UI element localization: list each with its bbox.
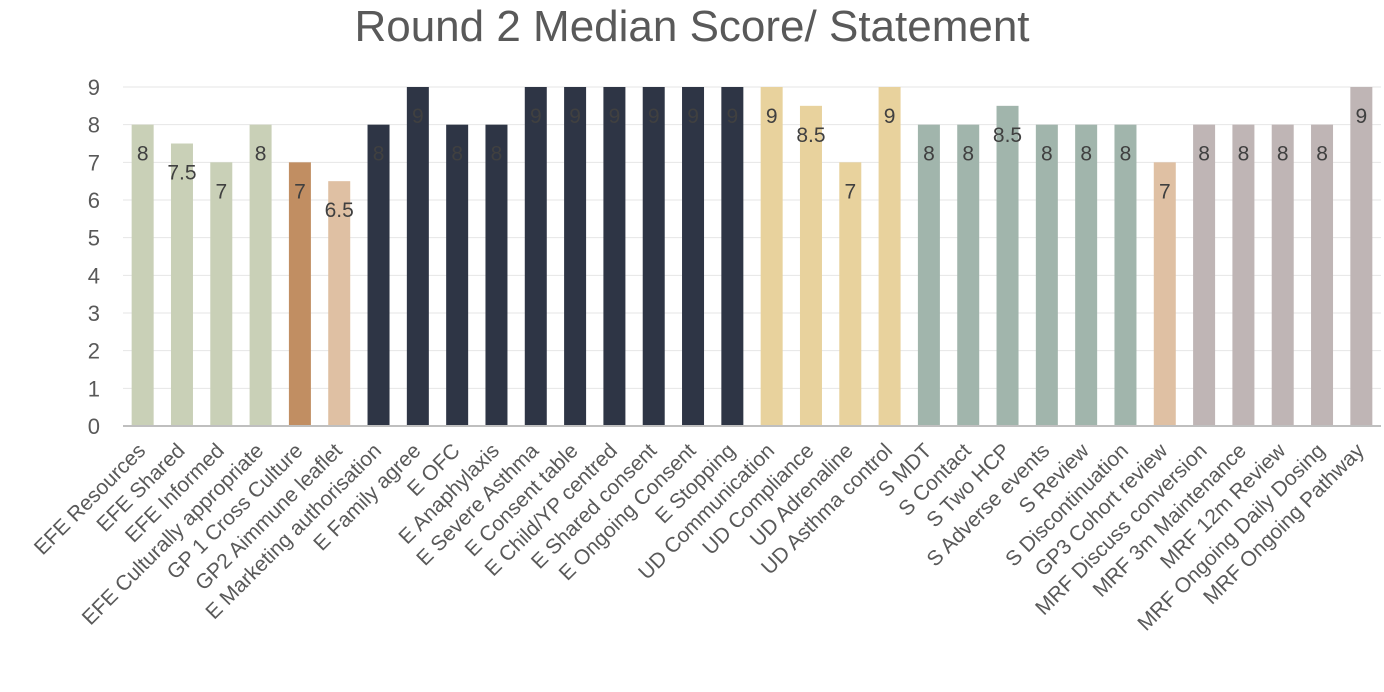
bar (1153, 162, 1176, 427)
data-label: 6.5 (325, 199, 354, 222)
bar (406, 87, 429, 426)
bar (1114, 124, 1137, 427)
data-label: 7.5 (167, 162, 196, 185)
data-label: 9 (609, 105, 621, 128)
bar (485, 124, 508, 427)
bar (210, 162, 233, 427)
bar (839, 162, 862, 427)
data-label: 8 (373, 143, 385, 166)
data-label: 8 (451, 143, 463, 166)
bar (917, 124, 940, 427)
data-label: 9 (687, 105, 699, 128)
data-label: 9 (412, 105, 424, 128)
bar (564, 87, 587, 426)
y-tick-label: 3 (88, 301, 100, 326)
bar (721, 87, 744, 426)
bar (367, 124, 390, 427)
bar (524, 87, 547, 426)
data-label: 9 (648, 105, 660, 128)
axes: 0 1 2 3 4 5 6 7 8 9 (88, 75, 1381, 439)
bar (170, 143, 193, 426)
y-tick-label: 8 (88, 113, 100, 138)
data-label: 9 (727, 105, 739, 128)
data-label: 9 (884, 105, 896, 128)
y-tick-label: 2 (88, 339, 100, 364)
data-label: 8 (1120, 143, 1132, 166)
data-label: 8 (255, 143, 267, 166)
data-label: 9 (766, 105, 778, 128)
bar (446, 124, 469, 427)
y-tick-label: 4 (88, 263, 100, 288)
y-tick-label: 0 (88, 414, 100, 439)
data-label: 9 (569, 105, 581, 128)
data-label: 8 (1238, 143, 1250, 166)
data-label: 7 (294, 180, 306, 203)
bar (1193, 124, 1216, 427)
bar (682, 87, 705, 426)
data-label: 7 (1159, 180, 1171, 203)
chart-title: Round 2 Median Score/ Statement (354, 2, 1030, 51)
bar (1035, 124, 1058, 427)
bar (1311, 124, 1334, 427)
bars (131, 87, 1373, 427)
y-tick-label: 5 (88, 226, 100, 251)
data-label: 8 (1080, 143, 1092, 166)
bar (1232, 124, 1255, 427)
data-label: 8.5 (796, 124, 825, 147)
data-label: 9 (530, 105, 542, 128)
data-labels: 8 7.5 7 8 7 6.5 8 9 8 8 9 9 9 9 9 9 9 8.5 7 9 8 8 8.5 8 8 8 7 8 8 8 8 9 (137, 105, 1367, 222)
bar (249, 124, 272, 427)
bar (328, 181, 351, 426)
bar (996, 105, 1019, 426)
bar (288, 162, 311, 427)
bar (1271, 124, 1294, 427)
bar (131, 124, 154, 427)
gridlines (123, 86, 1381, 389)
data-label: 7 (844, 180, 856, 203)
data-label: 8 (1041, 143, 1053, 166)
data-label: 8 (962, 143, 974, 166)
bar (642, 87, 665, 426)
bar (1075, 124, 1098, 427)
data-label: 9 (1356, 105, 1368, 128)
bar (1350, 87, 1373, 426)
bar (603, 87, 626, 426)
data-label: 8 (1316, 143, 1328, 166)
y-tick-label: 9 (88, 75, 100, 100)
y-tick-label: 7 (88, 150, 100, 175)
y-tick-label: 1 (88, 376, 100, 401)
data-label: 8 (1277, 143, 1289, 166)
bar (878, 87, 901, 426)
data-label: 8 (923, 143, 935, 166)
bar (760, 87, 783, 426)
bar (799, 105, 822, 426)
bar (957, 124, 980, 427)
data-label: 8 (1198, 143, 1210, 166)
data-label: 7 (215, 180, 227, 203)
data-label: 8 (491, 143, 503, 166)
y-tick-label: 6 (88, 188, 100, 213)
data-label: 8.5 (993, 124, 1022, 147)
data-label: 8 (137, 143, 149, 166)
